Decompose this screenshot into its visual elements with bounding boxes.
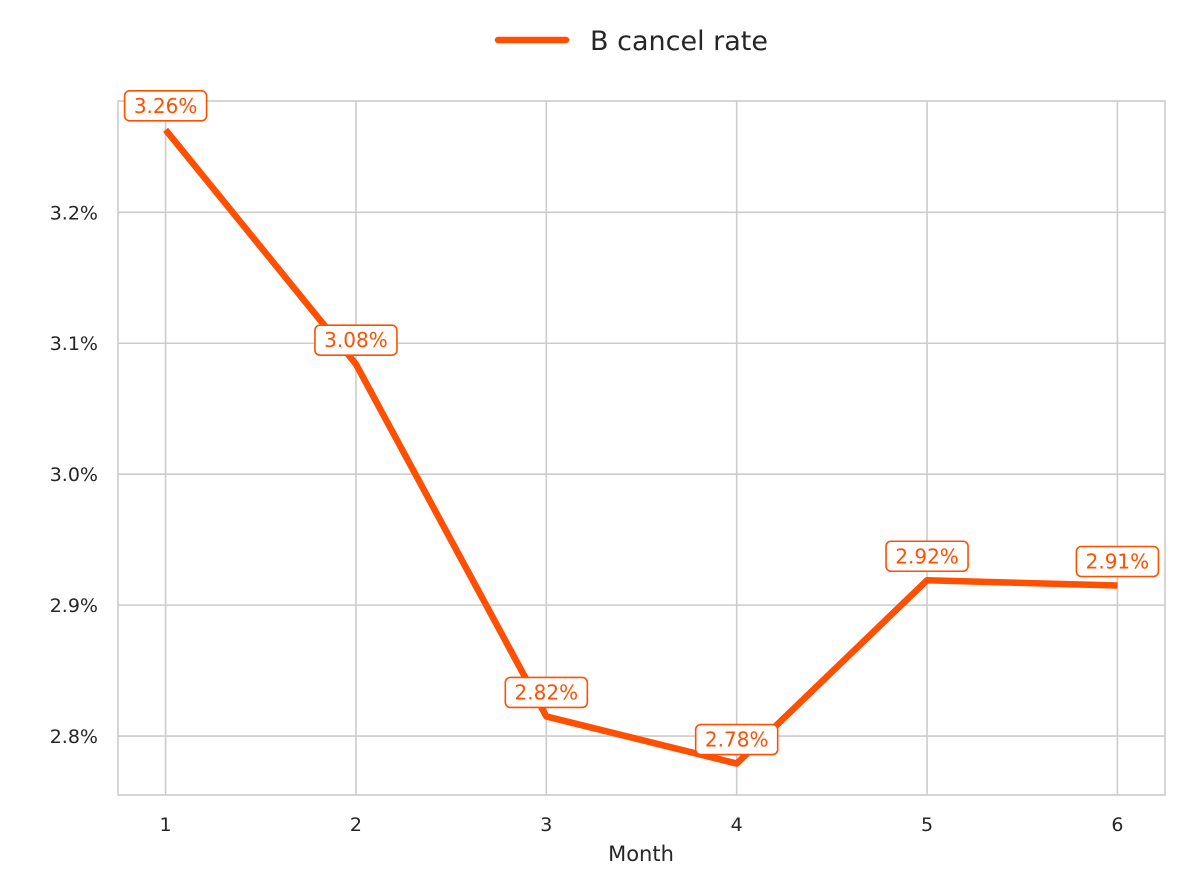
data-label: 3.26%: [123, 90, 208, 122]
data-label: 3.08%: [314, 324, 398, 356]
data-label-text: 2.91%: [1086, 549, 1150, 573]
data-label: 2.92%: [885, 540, 969, 573]
data-labels: 3.26% 3.08% 2.82% 2.78% 2.92% 2.91%: [123, 90, 1160, 756]
data-label-box: [1075, 545, 1160, 578]
legend-label: B cancel rate: [590, 26, 768, 57]
data-label-text: 2.82%: [515, 680, 579, 704]
x-tick-label: 5: [921, 814, 933, 836]
data-label-box: [123, 90, 208, 122]
series-line: [163, 127, 1118, 767]
y-tick-label: 3.1%: [50, 333, 98, 355]
data-label-text: 2.78%: [705, 728, 769, 752]
data-label-text: 2.92%: [895, 544, 959, 568]
data-label-text: 3.26%: [134, 94, 198, 118]
data-label-box: [885, 540, 969, 573]
x-tick-label: 4: [731, 814, 743, 836]
data-label: 2.78%: [694, 723, 779, 756]
y-tick-label: 2.9%: [50, 595, 98, 617]
y-tick-label: 3.2%: [50, 202, 98, 224]
y-axis-ticks: 2.8% 2.9% 3.0% 3.1% 3.2%: [50, 202, 98, 748]
data-label-box: [694, 723, 779, 756]
x-axis-ticks: 1 2 3 4 5 6: [160, 814, 1124, 836]
data-label-text: 3.08%: [324, 328, 388, 352]
x-tick-label: 1: [160, 814, 172, 836]
x-tick-label: 2: [350, 814, 362, 836]
y-tick-label: 2.8%: [50, 726, 98, 748]
y-tick-label: 3.0%: [50, 464, 98, 486]
grid: [118, 101, 1165, 795]
x-tick-label: 6: [1111, 814, 1123, 836]
legend: B cancel rate: [494, 26, 768, 57]
plot-frame: [117, 100, 1166, 796]
data-label: 2.91%: [1075, 545, 1160, 578]
x-tick-label: 3: [540, 814, 552, 836]
data-label-box: [314, 324, 398, 356]
data-label: 2.82%: [504, 676, 589, 709]
series-lines: [163, 127, 1118, 767]
data-label-box: [504, 676, 589, 709]
x-axis-title: Month: [608, 842, 674, 866]
